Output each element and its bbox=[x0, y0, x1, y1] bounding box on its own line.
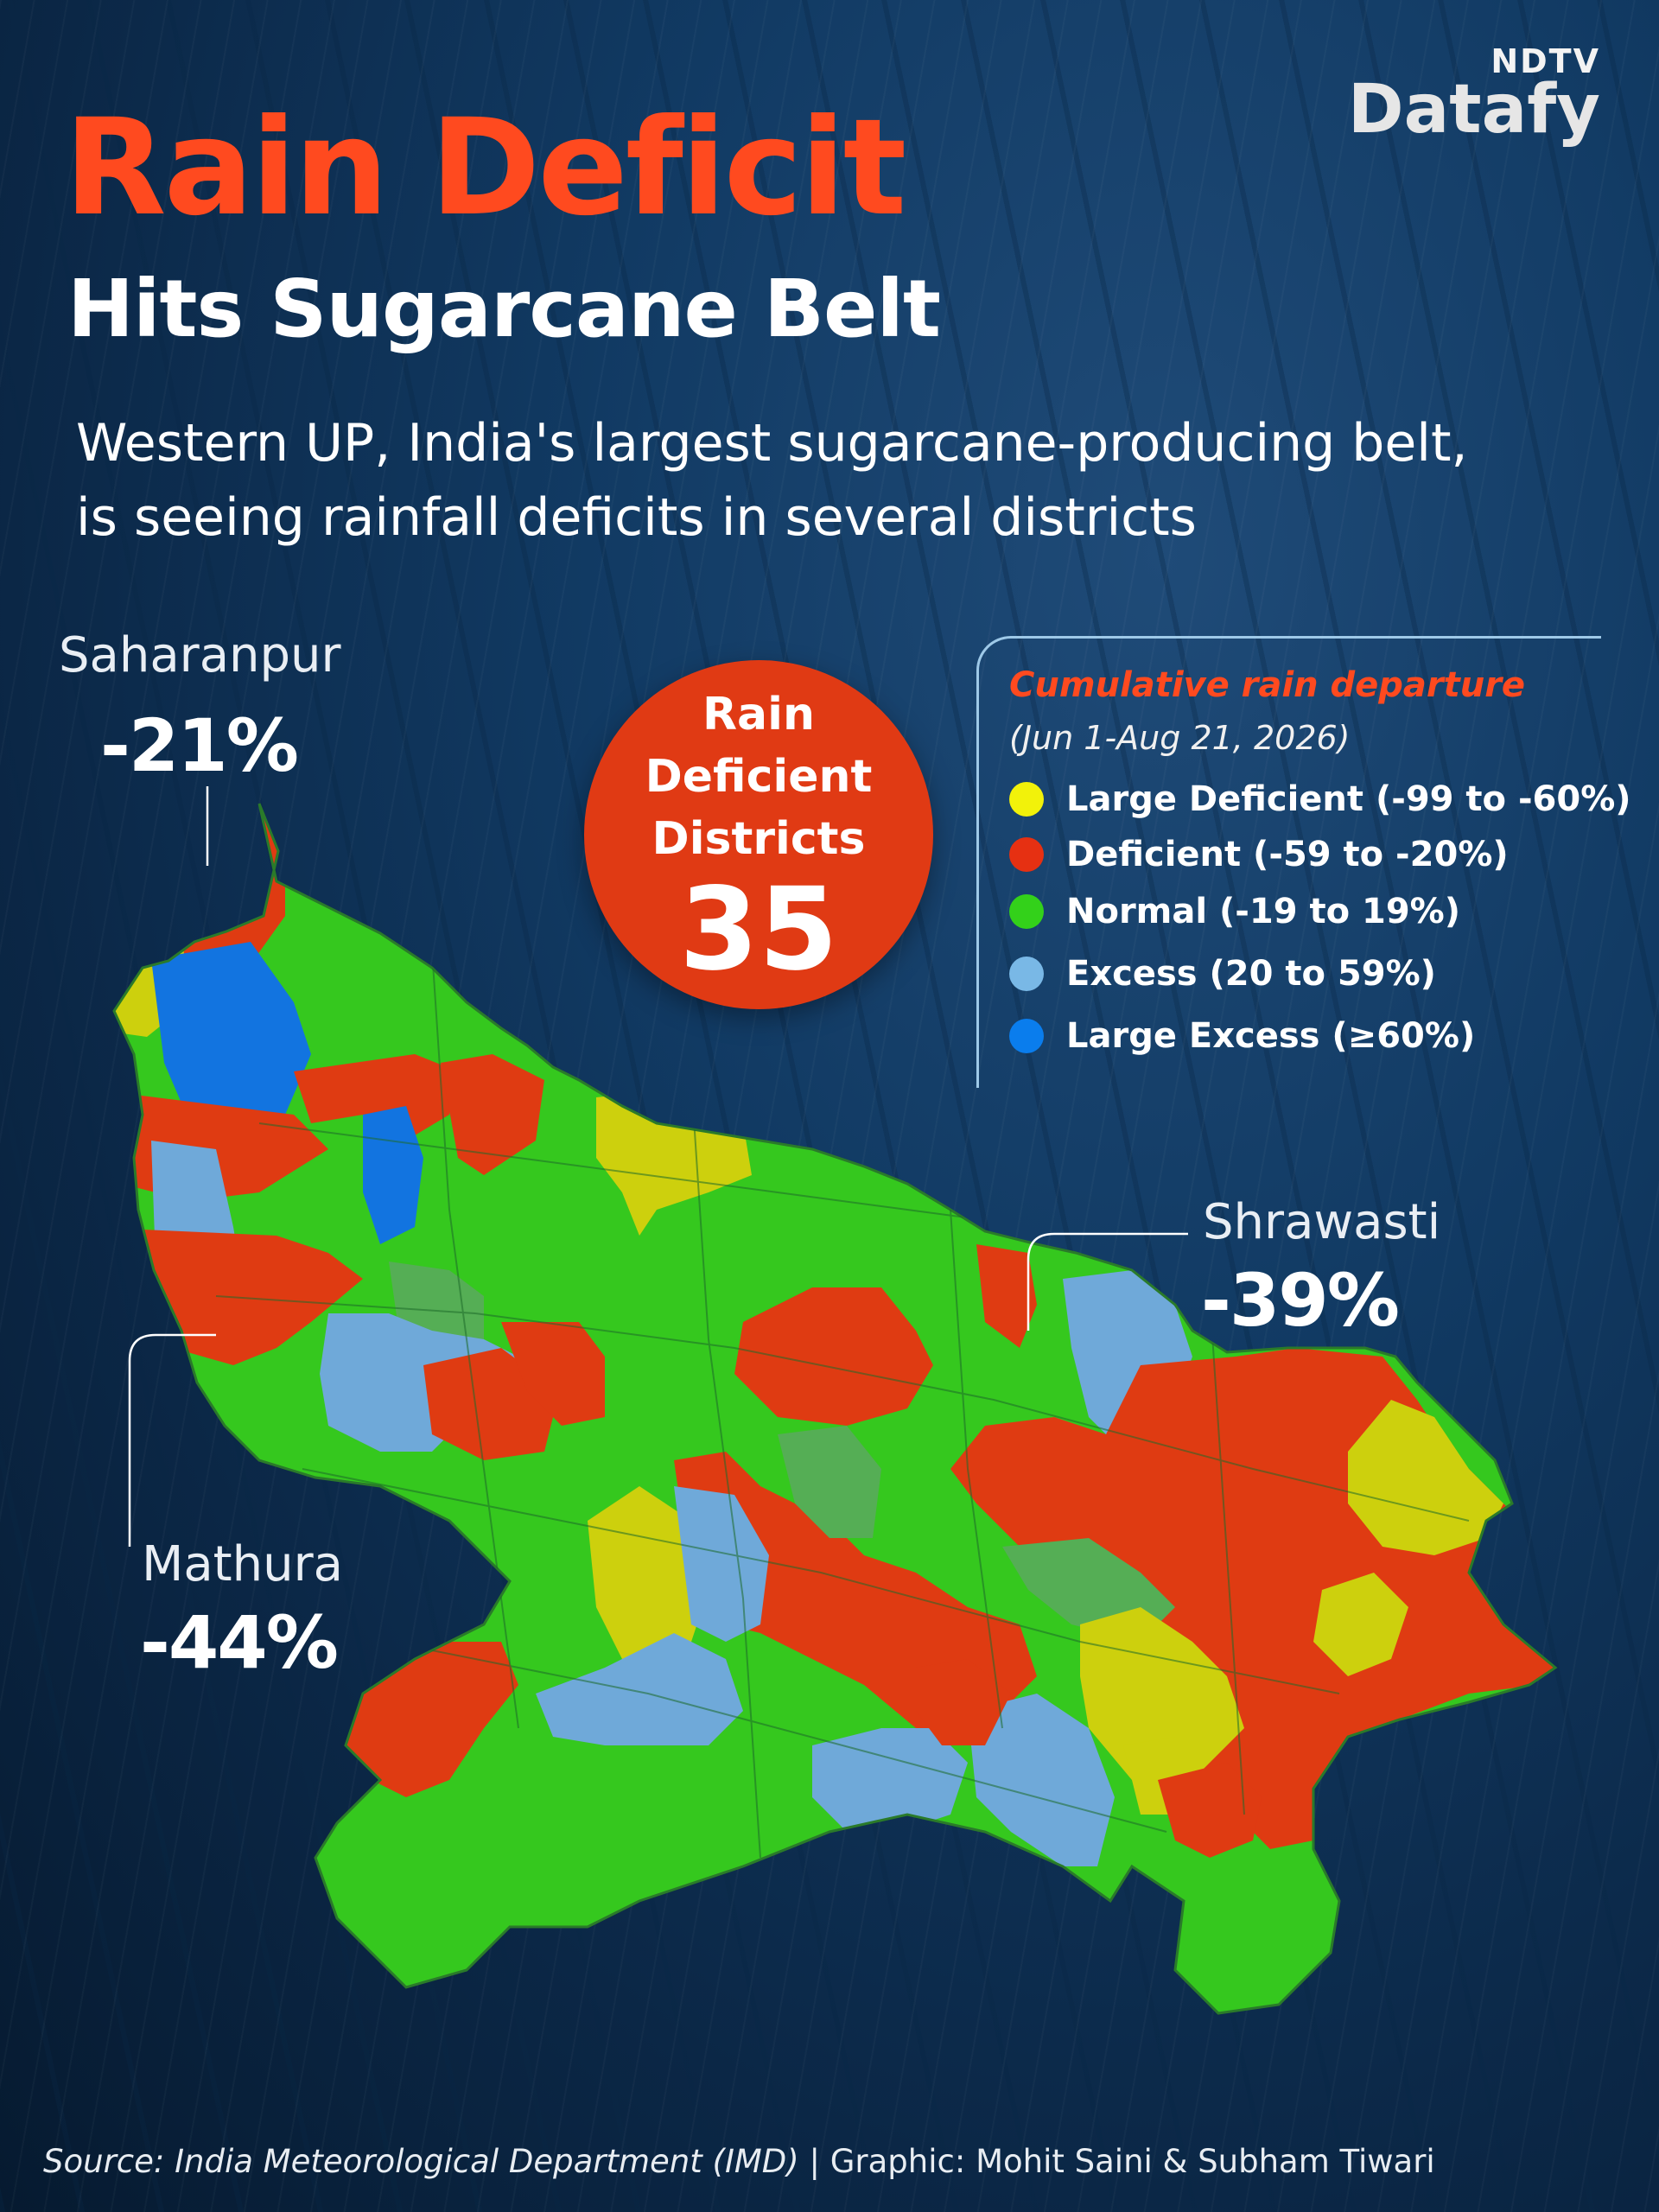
mathura-leader-line bbox=[128, 1333, 216, 1547]
source-credit: Source: India Meteorological Department … bbox=[43, 2143, 1435, 2180]
legend-item-excess: Excess (20 to 59%) bbox=[1009, 954, 1436, 994]
page-description: Western UP, India's largest sugarcane-pr… bbox=[76, 413, 1468, 548]
ndtv-datafy-logo: NDTV Datafy bbox=[1348, 45, 1600, 143]
legend-label-large-deficient: Large Deficient (-99 to -60%) bbox=[1066, 779, 1631, 819]
district-excess bbox=[812, 1728, 968, 1832]
district-large-excess bbox=[151, 942, 311, 1123]
district-large-deficient bbox=[1313, 1573, 1408, 1676]
graphic-credits: | Graphic: Mohit Saini & Subham Tiwari bbox=[798, 2143, 1435, 2180]
district-excess bbox=[968, 1694, 1115, 1866]
legend-label-large-excess: Large Excess (≥60%) bbox=[1066, 1016, 1476, 1056]
district-deficient bbox=[294, 1054, 458, 1141]
legend-swatch-large-deficient bbox=[1009, 782, 1044, 817]
callout-saharanpur-name: Saharanpur bbox=[59, 627, 341, 683]
district-excess bbox=[674, 1486, 769, 1642]
badge-line-1: Rain bbox=[702, 689, 815, 741]
district-deficient bbox=[423, 1348, 553, 1460]
district-deficient bbox=[734, 1287, 933, 1426]
legend-swatch-normal bbox=[1009, 894, 1044, 929]
callout-saharanpur-value: -21% bbox=[100, 703, 299, 788]
district-excess bbox=[536, 1633, 743, 1745]
legend-swatch-deficient bbox=[1009, 837, 1044, 872]
badge-line-2: Deficient bbox=[645, 751, 873, 803]
shrawasti-leader-line bbox=[1027, 1232, 1188, 1331]
legend-frame bbox=[976, 636, 1601, 1088]
district-large-deficient bbox=[588, 1486, 709, 1676]
district-large-deficient bbox=[1080, 1607, 1244, 1797]
legend-period: (Jun 1-Aug 21, 2026) bbox=[1009, 719, 1351, 757]
legend-label-deficient: Deficient (-59 to -20%) bbox=[1066, 835, 1509, 874]
legend-item-deficient: Deficient (-59 to -20%) bbox=[1009, 835, 1509, 874]
rain-deficient-districts-badge: Rain Deficient Districts 35 bbox=[584, 660, 933, 1009]
district-large-deficient bbox=[1348, 1400, 1503, 1555]
district-deficient bbox=[916, 1659, 1011, 1745]
legend-swatch-excess bbox=[1009, 957, 1044, 991]
district-large-excess bbox=[363, 1106, 423, 1244]
legend-item-large-excess: Large Excess (≥60%) bbox=[1009, 1016, 1475, 1056]
district-deficient bbox=[501, 1322, 605, 1426]
district-excess bbox=[320, 1313, 518, 1452]
callout-mathura-name: Mathura bbox=[142, 1536, 343, 1592]
logo-ndtv: NDTV bbox=[1491, 42, 1600, 80]
badge-number: 35 bbox=[679, 863, 838, 996]
legend-label-excess: Excess (20 to 59%) bbox=[1066, 954, 1436, 994]
district-shrawasti bbox=[976, 1244, 1037, 1348]
district-deficient bbox=[1158, 1763, 1262, 1858]
district-deficient bbox=[441, 1054, 544, 1175]
callout-shrawasti-value: -39% bbox=[1201, 1258, 1400, 1343]
legend-label-normal: Normal (-19 to 19%) bbox=[1066, 892, 1461, 931]
callout-shrawasti-name: Shrawasti bbox=[1203, 1194, 1441, 1250]
district-normal-muted bbox=[778, 1426, 881, 1538]
badge-line-3: Districts bbox=[652, 813, 866, 865]
callout-mathura-value: -44% bbox=[140, 1600, 339, 1685]
legend-item-large-deficient: Large Deficient (-99 to -60%) bbox=[1009, 779, 1631, 819]
page-title: Rain Deficit bbox=[64, 91, 906, 245]
logo-datafy: Datafy bbox=[1347, 71, 1600, 149]
legend-item-normal: Normal (-19 to 19%) bbox=[1009, 892, 1460, 931]
page-subtitle: Hits Sugarcane Belt bbox=[67, 263, 941, 355]
district-deficient bbox=[114, 1089, 328, 1201]
source-text: Source: India Meteorological Department … bbox=[43, 2143, 799, 2180]
legend-title: Cumulative rain departure bbox=[1009, 665, 1526, 705]
legend-swatch-large-excess bbox=[1009, 1019, 1044, 1053]
